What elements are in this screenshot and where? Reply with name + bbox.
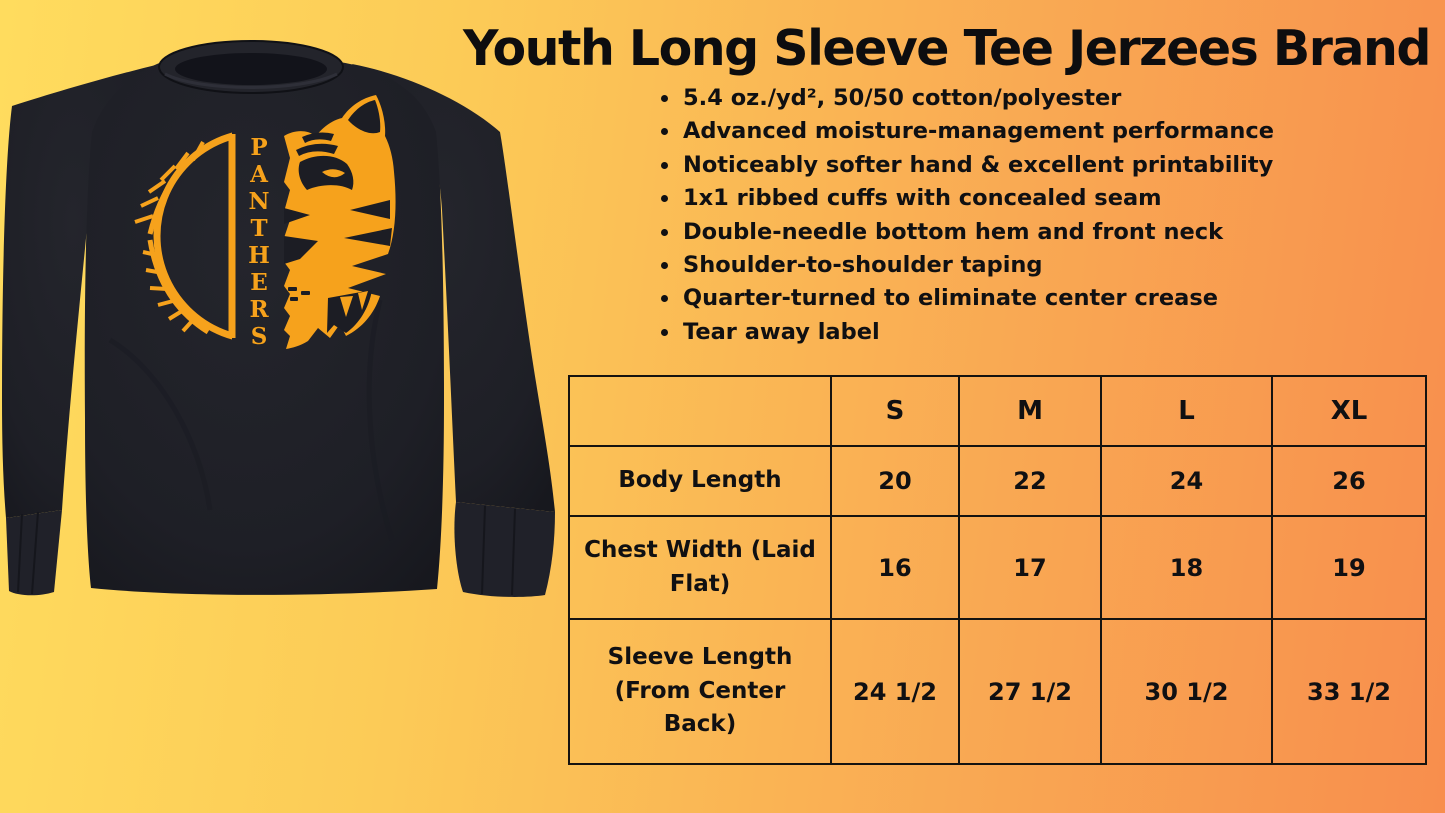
feature-item: Noticeably softer hand & excellent print…: [681, 149, 1274, 182]
size-value: 17: [958, 515, 1102, 620]
feature-item: Quarter-turned to eliminate center creas…: [681, 282, 1274, 315]
feature-list: 5.4 oz./yd², 50/50 cotton/polyester Adva…: [655, 82, 1274, 349]
size-chart-table: S M L XL Body Length 20 22 24 26 Chest W…: [568, 375, 1427, 765]
team-name-vertical-text: P A N T H E R S: [240, 134, 278, 350]
size-value: 24 1/2: [830, 618, 960, 765]
size-value: 33 1/2: [1271, 618, 1427, 765]
row-label: Chest Width (Laid Flat): [568, 515, 832, 620]
feature-item: Tear away label: [681, 316, 1274, 349]
table-row: Body Length 20 22 24 26: [568, 445, 1427, 517]
team-letter: T: [250, 215, 268, 242]
team-letter: P: [250, 134, 268, 161]
fang: [340, 296, 353, 317]
baseball-graphic: [134, 132, 236, 340]
team-letter: R: [249, 296, 269, 323]
team-letter: H: [248, 242, 270, 269]
baseball-stitches: [134, 141, 205, 333]
size-col-header: L: [1100, 375, 1273, 447]
size-col-header: S: [830, 375, 960, 447]
long-sleeve-tee-graphic: [2, 40, 555, 597]
ear-inner: [348, 100, 381, 134]
size-col-header: M: [958, 375, 1102, 447]
team-letter: A: [250, 161, 268, 188]
right-cuff: [454, 502, 555, 597]
table-row: Sleeve Length (From Center Back) 24 1/2 …: [568, 618, 1427, 765]
team-letter: E: [250, 269, 268, 296]
feature-item: 5.4 oz./yd², 50/50 cotton/polyester: [681, 82, 1274, 115]
row-label: Sleeve Length (From Center Back): [568, 618, 832, 765]
right-sleeve: [352, 64, 555, 597]
feature-item: Double-needle bottom hem and front neck: [681, 216, 1274, 249]
size-chart-header-row: S M L XL: [568, 375, 1427, 447]
size-value: 30 1/2: [1100, 618, 1273, 765]
left-cuff: [6, 510, 62, 596]
team-letter: N: [248, 188, 270, 215]
size-value: 24: [1100, 445, 1273, 517]
size-value: 19: [1271, 515, 1427, 620]
eye: [322, 169, 345, 178]
fang: [358, 291, 368, 310]
collar: [158, 40, 344, 94]
feature-item: Shoulder-to-shoulder taping: [681, 249, 1274, 282]
page-title: Youth Long Sleeve Tee Jerzees Brand: [463, 20, 1431, 77]
left-sleeve: [2, 64, 160, 596]
row-label: Body Length: [568, 445, 832, 517]
size-value: 16: [830, 515, 960, 620]
size-value: 20: [830, 445, 960, 517]
feature-item: Advanced moisture-management performance: [681, 115, 1274, 148]
size-value: 26: [1271, 445, 1427, 517]
size-col-header: XL: [1271, 375, 1427, 447]
size-chart-corner-cell: [568, 375, 832, 447]
size-value: 22: [958, 445, 1102, 517]
team-letter: S: [250, 323, 268, 350]
size-value: 18: [1100, 515, 1273, 620]
feature-item: 1x1 ribbed cuffs with concealed seam: [681, 182, 1274, 215]
size-value: 27 1/2: [958, 618, 1102, 765]
panther-graphic: [284, 95, 396, 349]
shirt-photo: [0, 40, 585, 610]
table-row: Chest Width (Laid Flat) 16 17 18 19: [568, 515, 1427, 620]
